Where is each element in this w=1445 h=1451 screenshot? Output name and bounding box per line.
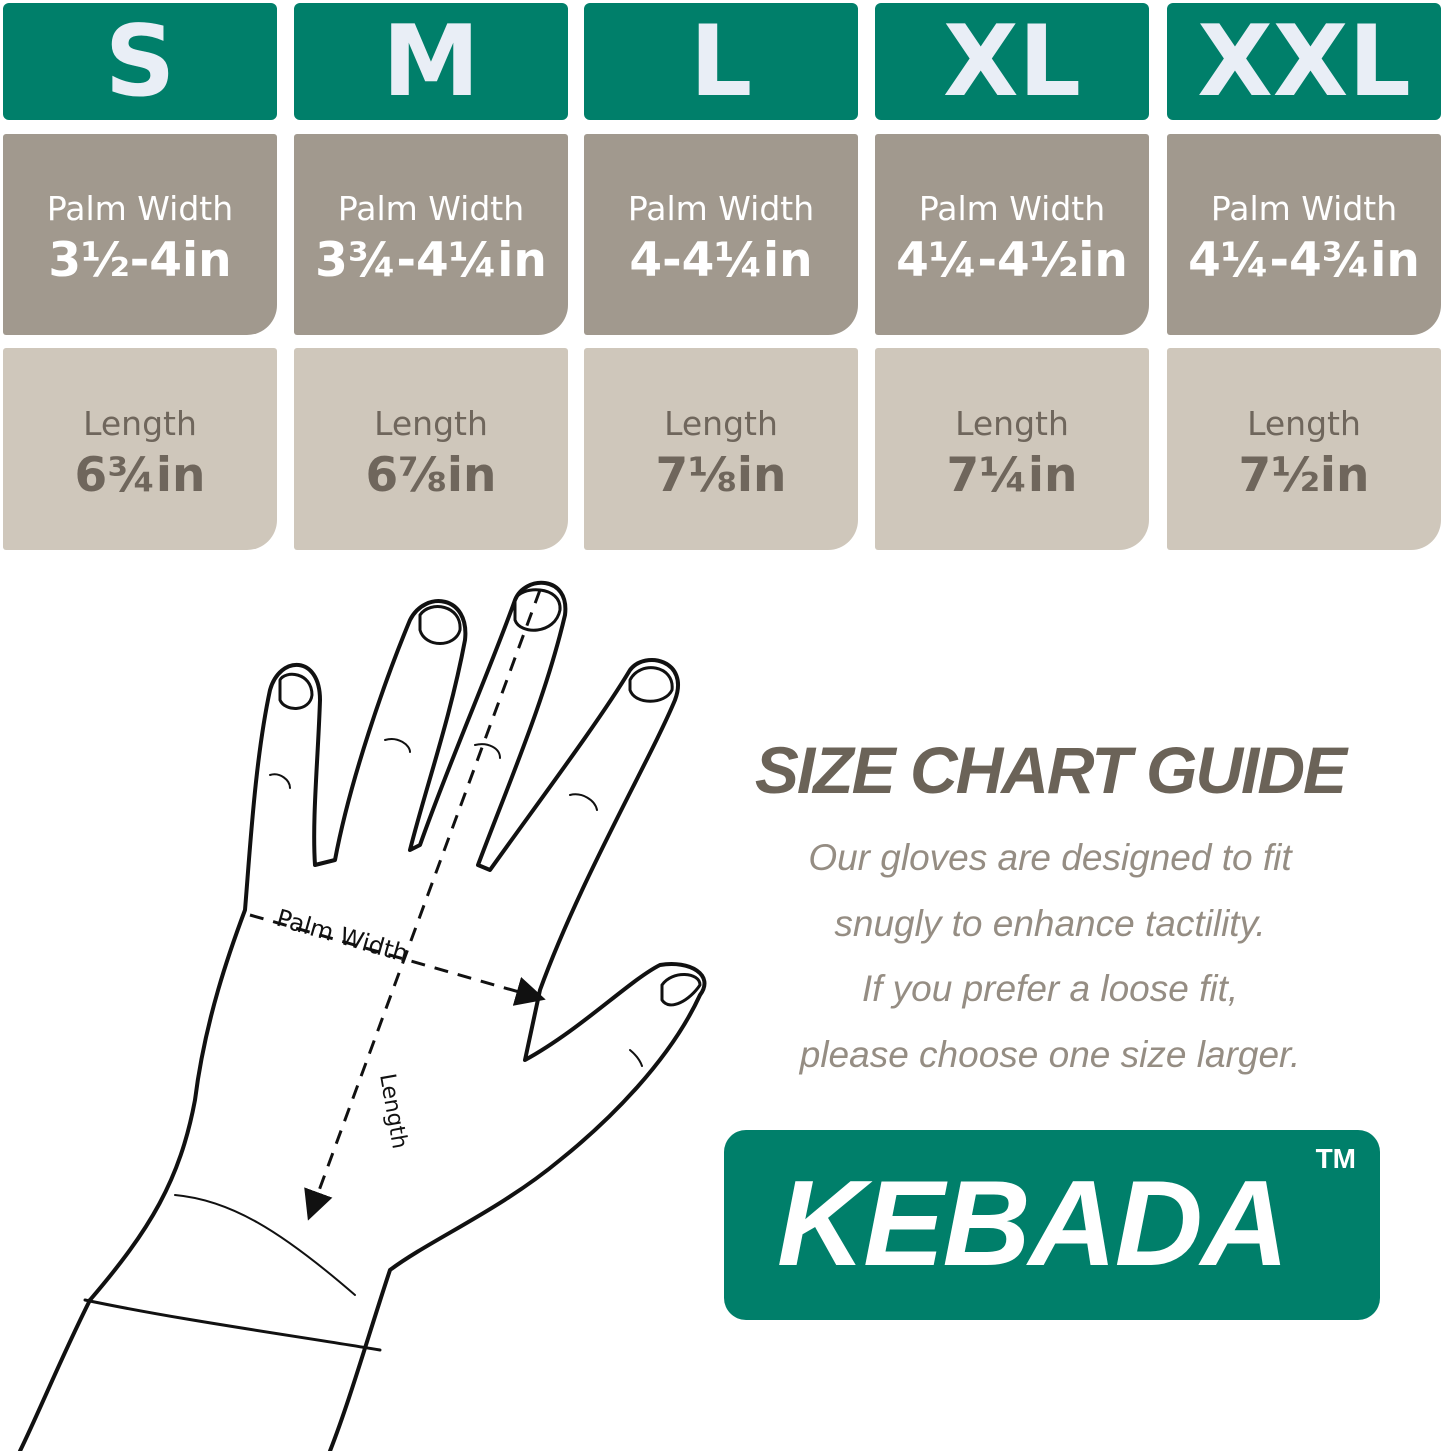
- palm-width-label: Palm Width: [46, 189, 234, 228]
- size-header: L: [584, 3, 858, 120]
- length-value: 7½in: [1238, 447, 1370, 503]
- length-label: Length: [1247, 404, 1361, 443]
- length-value: 6¾in: [74, 447, 206, 503]
- size-column-s: S Palm Width 3½-4in Length 6¾in: [3, 3, 277, 550]
- hand-measurement-diagram: Palm Width Length: [18, 580, 707, 1451]
- guide-line: snugly to enhance tactility.: [834, 902, 1266, 944]
- size-column-m: M Palm Width 3¾-4¼in Length 6⅞in: [294, 3, 568, 550]
- palm-width-label: Palm Width: [627, 189, 815, 228]
- palm-width-label: Palm Width: [918, 189, 1106, 228]
- palm-width-label: Palm Width: [337, 189, 525, 228]
- palm-width-cell: Palm Width 3¾-4¼in: [294, 134, 568, 335]
- size-header: M: [294, 3, 568, 120]
- length-value: 7¼in: [946, 447, 1078, 503]
- guide-line: If you prefer a loose fit,: [861, 968, 1239, 1009]
- guide-title: SIZE CHART GUIDE: [754, 733, 1347, 807]
- length-value: 7⅛in: [655, 447, 787, 503]
- size-column-xl: XL Palm Width 4¼-4½in Length 7¼in: [875, 3, 1149, 550]
- palm-width-cell: Palm Width 4¼-4¾in: [1167, 134, 1441, 335]
- length-cell: Length 7⅛in: [584, 348, 858, 550]
- palm-width-cell: Palm Width 4¼-4½in: [875, 134, 1149, 335]
- palm-width-arrow: [249, 913, 546, 1006]
- palm-width-value: 4¼-4½in: [896, 232, 1128, 288]
- size-header: XL: [875, 3, 1149, 120]
- trademark-mark: TM: [1315, 1143, 1356, 1174]
- size-column-l: L Palm Width 4-4¼in Length 7⅛in: [584, 3, 858, 550]
- size-column-xxl: XXL Palm Width 4¼-4¾in Length 7½in: [1167, 3, 1441, 550]
- brand-logo: KEBADA TM: [724, 1130, 1380, 1320]
- guide-description: Our gloves are designed to fit snugly to…: [700, 825, 1400, 1087]
- palm-width-cell: Palm Width 3½-4in: [3, 134, 277, 335]
- length-cell: Length 7½in: [1167, 348, 1441, 550]
- hand-outline-icon: [18, 580, 707, 1451]
- length-cell: Length 6⅞in: [294, 348, 568, 550]
- length-value: 6⅞in: [365, 447, 497, 503]
- palm-width-value: 4¼-4¾in: [1188, 232, 1420, 288]
- length-diagram-label: Length: [374, 1072, 412, 1151]
- length-cell: Length 7¼in: [875, 348, 1149, 550]
- palm-width-cell: Palm Width 4-4¼in: [584, 134, 858, 335]
- length-label: Length: [664, 404, 778, 443]
- length-arrow: [304, 589, 542, 1221]
- guide-line: please choose one size larger.: [799, 1033, 1301, 1075]
- length-label: Length: [955, 404, 1069, 443]
- size-header: XXL: [1167, 3, 1441, 120]
- length-label: Length: [83, 404, 197, 443]
- palm-width-value: 3¾-4¼in: [315, 232, 547, 288]
- length-label: Length: [374, 404, 488, 443]
- length-cell: Length 6¾in: [3, 348, 277, 550]
- palm-width-value: 4-4¼in: [629, 232, 813, 288]
- brand-logo-text: KEBADA: [777, 1155, 1289, 1291]
- size-header: S: [3, 3, 277, 120]
- palm-width-value: 3½-4in: [48, 232, 232, 288]
- palm-width-label: Palm Width: [1210, 189, 1398, 228]
- palm-width-diagram-label: Palm Width: [273, 904, 411, 968]
- guide-line: Our gloves are designed to fit: [808, 837, 1292, 878]
